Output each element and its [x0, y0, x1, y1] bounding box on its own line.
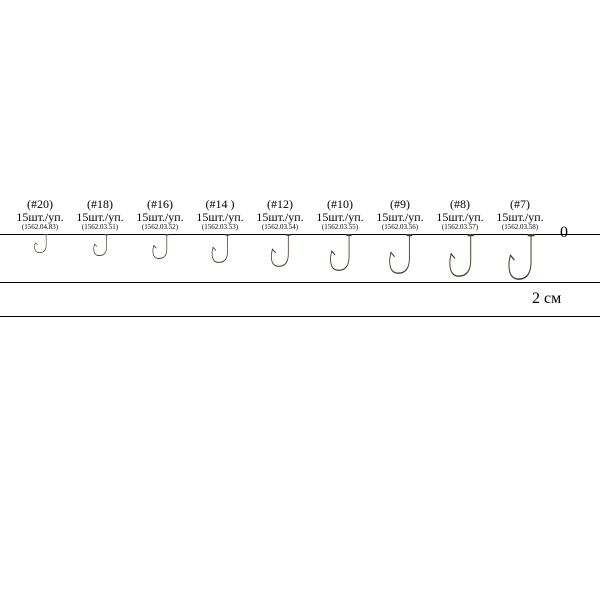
hook-icon: [506, 234, 537, 280]
hook-icon: [447, 234, 477, 277]
hook-label-group: (#16)15шт./уп.(1562.03.52): [130, 198, 190, 232]
hook-label-group: (#20)15шт./уп.(1562.04.83): [10, 198, 70, 232]
hook-code-label: (1562.03.55): [310, 224, 370, 232]
hook-icon: [387, 234, 415, 274]
hook-icon: [92, 234, 110, 256]
hook-label-group: (#10)15шт./уп.(1562.03.55): [310, 198, 370, 232]
hook-icon: [151, 234, 171, 259]
hook-code-label: (1562.03.57): [430, 224, 490, 232]
hook-label-group: (#18)15шт./уп.(1562.03.51): [70, 198, 130, 232]
hook-label-group: (#12)15шт./уп.(1562.03.54): [250, 198, 310, 232]
hook-code-label: (1562.03.51): [70, 224, 130, 232]
hook-label-group: (#7)15шт./уп.(1562.03.58): [490, 198, 550, 232]
hook-icon: [33, 234, 49, 253]
hook-code-label: (1562.03.54): [250, 224, 310, 232]
hook-code-label: (1562.03.52): [130, 224, 190, 232]
scale-line-2cm: [0, 316, 600, 317]
hook-label-group: (#8)15шт./уп.(1562.03.57): [430, 198, 490, 232]
scale-label-2cm: 2 см: [532, 290, 561, 308]
hook-code-label: (1562.03.53): [190, 224, 250, 232]
hook-icon: [269, 234, 293, 267]
scale-label-0: 0: [560, 224, 568, 242]
scale-line-mid: [0, 282, 600, 283]
hook-code-label: (1562.03.58): [490, 224, 550, 232]
hook-icon: [328, 234, 354, 271]
hook-size-chart: 0 2 см (#20)15шт./уп.(1562.04.83)(#18)15шт…: [0, 0, 600, 600]
hook-label-group: (#9)15шт./уп.(1562.03.56): [370, 198, 430, 232]
hook-code-label: (1562.04.83): [10, 224, 70, 232]
hook-icon: [210, 234, 232, 263]
hook-label-group: (#14 )15шт./уп.(1562.03.53): [190, 198, 250, 232]
hook-code-label: (1562.03.56): [370, 224, 430, 232]
